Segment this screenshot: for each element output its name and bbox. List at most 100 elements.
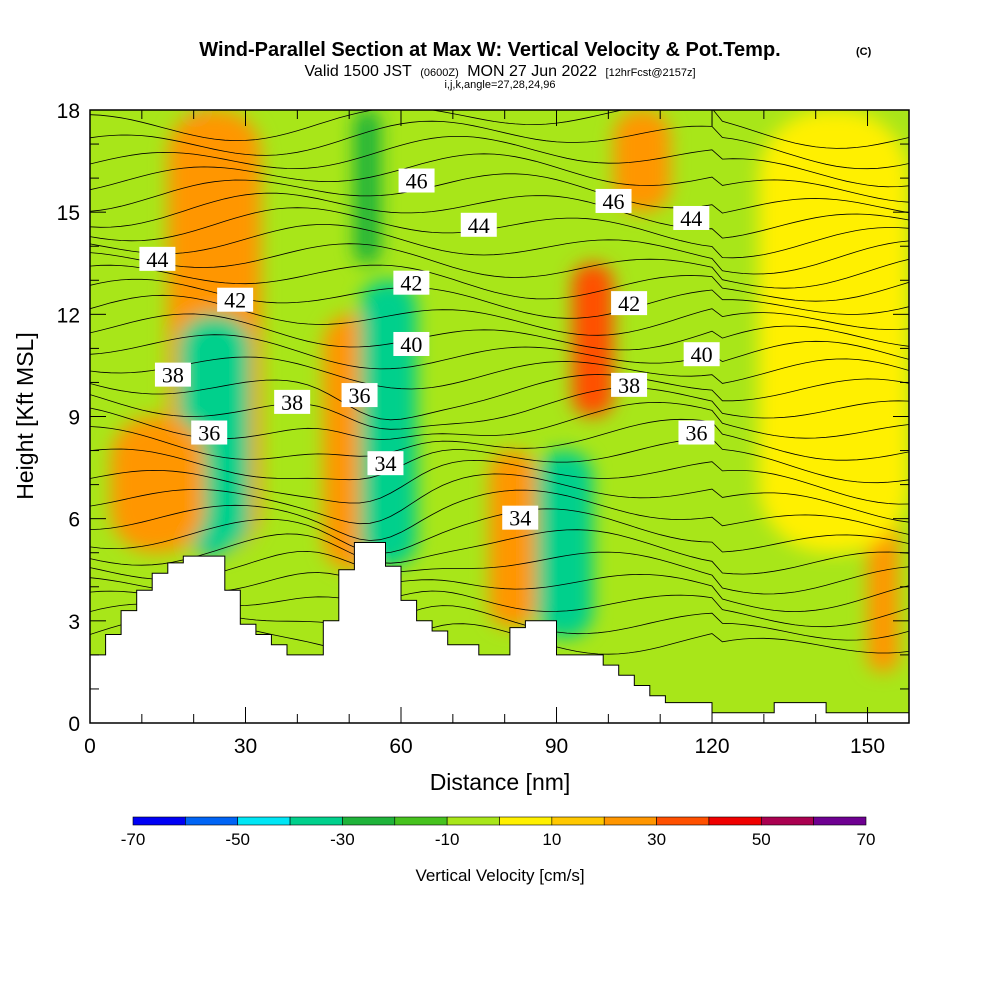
theta-label-38: 38 [611,372,648,398]
theta-label-text: 44 [468,213,490,238]
x-tick-label: 150 [850,735,885,758]
y-tick-label: 15 [57,202,80,225]
theta-label-40: 40 [683,342,720,367]
theta-label-box [678,420,715,445]
colorbar-swatch [132,816,186,826]
theta-label-text: 42 [224,288,246,313]
theta-label-box [367,451,404,476]
y-axis-title: Height [Kft MSL] [12,332,38,499]
theta-contour-line [90,489,909,541]
theta-contour-line [90,173,909,214]
theta-label-box [393,270,430,295]
subtitle-forecast: [12hrFcst@2157z] [606,67,696,79]
theta-label-box [154,362,191,387]
velocity-feature-9 [354,110,381,264]
theta-label-box [341,383,378,408]
theta-label-text: 36 [685,421,707,446]
colorbar-tick-label: 70 [857,830,876,849]
chart-title-mark: (C) [856,46,872,58]
colorbar-title: Vertical Velocity [cm/s] [415,866,584,885]
theta-label-34: 34 [367,451,404,476]
velocity-feature-10 [489,450,536,628]
y-tick-label: 3 [68,611,80,634]
colorbar-swatch [603,816,657,826]
chart-title: Wind-Parallel Section at Max W: Vertical… [199,39,780,61]
theta-label-42: 42 [393,270,430,296]
theta-label-box [611,291,648,316]
chart-subsubtitle: i,j,k,angle=27,28,24,96 [444,79,555,91]
theta-contour-line [90,192,909,239]
theta-label-box [398,168,435,193]
colorbar-swatch [289,816,343,826]
x-tick-label: 90 [545,735,568,758]
theta-label-text: 44 [146,247,168,272]
chart-subtitle: Valid 1500 JST (0600Z) MON 27 Jun 2022 [… [304,63,695,80]
theta-contour-line [90,529,909,575]
colorbar-swatch [342,816,396,826]
theta-label-text: 34 [374,451,396,476]
colorbar-swatch [185,816,239,826]
colorbar-swatch [499,816,553,826]
theta-label-36: 36 [191,420,228,446]
subtitle-date: MON 27 Jun 2022 [467,63,597,80]
y-tick-label: 0 [68,713,80,736]
theta-contour-line [90,224,909,275]
velocity-blobs [110,110,909,672]
theta-label-42: 42 [217,287,254,313]
theta-label-text: 42 [400,271,422,296]
x-axis-title: Distance [nm] [430,769,571,795]
theta-label-box [502,505,539,530]
theta-contour-line [90,473,909,525]
colorbar-tick-label: -30 [330,830,355,849]
theta-label-text: 44 [680,206,702,231]
theta-label-box [191,420,228,445]
theta-label-box [139,246,176,271]
colorbar-tick-label: -70 [121,830,146,849]
theta-contour-line [90,387,909,430]
velocity-feature-15 [110,416,205,553]
theta-label-text: 34 [509,506,531,531]
colorbar-tick-label: -50 [225,830,250,849]
x-tick-label: 120 [695,735,730,758]
theta-label-44: 44 [139,246,176,272]
x-tick-label: 0 [84,735,96,758]
colorbar-swatch [656,816,710,826]
theta-label-40: 40 [393,331,430,357]
theta-label-text: 36 [198,421,220,446]
theta-contour-line [90,356,909,390]
y-tick-label: 18 [57,100,80,123]
theta-contour-line [90,334,909,370]
colorbar-tick-label: 30 [647,830,666,849]
theta-label-box [274,389,311,414]
theta-contour-line [90,120,909,170]
y-tick-label: 9 [68,407,80,430]
theta-contour-line [90,207,909,259]
colorbar-tick-label: -10 [435,830,460,849]
velocity-feature-12 [572,263,614,417]
theta-label-text: 36 [349,383,371,408]
theta-contour-line [90,264,909,302]
theta-label-text: 42 [618,291,640,316]
theta-label-text: 38 [281,390,303,415]
colorbar-tick-label: 10 [542,830,561,849]
theta-contour-line [90,110,909,149]
theta-contour-line [90,136,909,188]
colorbar-swatch [760,816,814,826]
velocity-feature-11 [535,450,593,638]
theta-label-38: 38 [154,362,191,388]
theta-contour-labels: 34 34 36 36 36 38 38 38 40 40 42 42 42 44 44 44 46 46 [139,168,720,531]
theta-contour-line [90,374,909,421]
theta-contour-line [90,313,909,351]
colorbar-swatch [813,816,867,826]
theta-label-text: 38 [162,363,184,388]
x-axis: 0 30 60 90 120 150 [84,110,885,758]
colorbar-tick-label: 50 [752,830,771,849]
colorbar-swatch [551,816,605,826]
theta-label-box [673,205,710,230]
x-tick-label: 60 [389,735,412,758]
theta-label-44: 44 [673,205,710,231]
colorbar-swatch [237,816,291,826]
colorbar-swatch [446,816,500,826]
